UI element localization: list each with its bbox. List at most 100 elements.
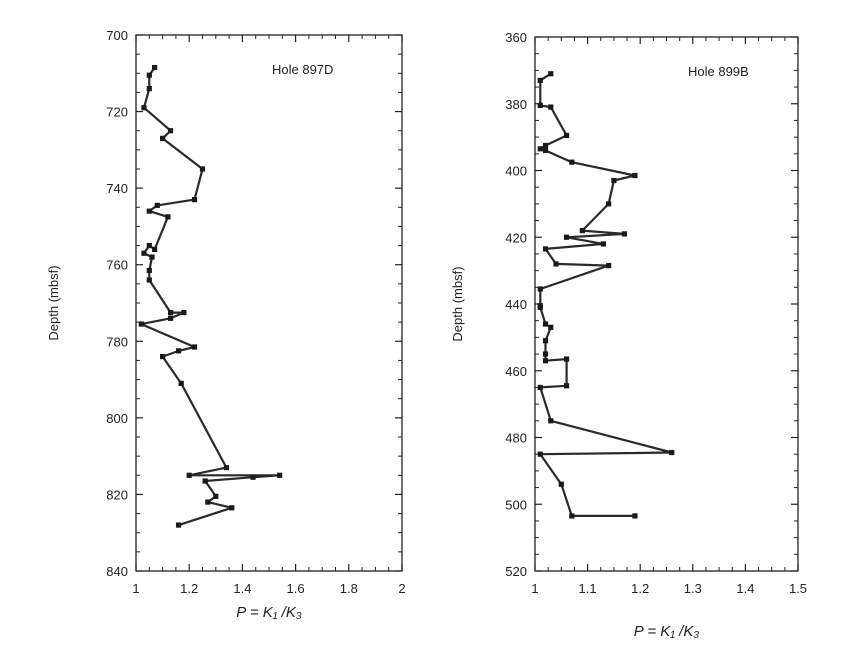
y-tick-label: 800 xyxy=(106,411,128,426)
data-point xyxy=(542,338,549,344)
hole-label-hole-899b: Hole 899B xyxy=(688,64,749,79)
x-tick-label: 1.4 xyxy=(233,581,251,596)
data-point xyxy=(537,77,543,83)
y-tick-label: 480 xyxy=(505,431,527,446)
data-point xyxy=(175,522,182,528)
x-axis-title-hole-899b: P = K₁ /K₃ xyxy=(634,623,700,640)
data-point xyxy=(569,159,575,165)
x-tick-label: 1.1 xyxy=(579,581,597,596)
y-tick-label: 360 xyxy=(505,30,527,45)
x-tick-label: 1.4 xyxy=(736,581,754,596)
data-point xyxy=(569,513,575,519)
data-point xyxy=(542,321,549,327)
data-point xyxy=(175,348,182,354)
panel-hole-897d: 1 1.2 1.4 1.6 1.8 2 700 720 740 760 780 800 820 840 Ho… xyxy=(46,28,406,621)
y-tick-label: 720 xyxy=(106,105,128,120)
y-tick-label: 440 xyxy=(505,297,527,312)
data-point xyxy=(537,146,543,152)
y-axis-title-hole-897d: Depth (mbsf) xyxy=(46,265,61,340)
x-tick-label: 1 xyxy=(531,581,538,596)
data-point xyxy=(202,478,208,484)
data-point xyxy=(537,304,543,310)
data-point xyxy=(621,231,628,237)
data-point xyxy=(146,267,152,274)
data-point xyxy=(146,86,152,92)
y-tick-label: 820 xyxy=(106,487,128,502)
data-point xyxy=(152,246,158,252)
data-point xyxy=(606,263,612,269)
data-point xyxy=(191,344,198,350)
data-point xyxy=(149,254,155,260)
data-point xyxy=(146,208,152,214)
data-point xyxy=(606,201,612,207)
panel-hole-899b: 1 1.1 1.2 1.3 1.4 1.5 360 380 400 420 440 460 480 500… xyxy=(450,30,807,640)
data-point xyxy=(537,286,543,292)
data-point xyxy=(542,142,549,149)
data-point xyxy=(250,474,256,480)
data-point xyxy=(229,505,235,511)
data-point xyxy=(537,451,543,457)
data-point xyxy=(160,354,166,360)
y-axis-title-hole-899b: Depth (mbsf) xyxy=(450,266,465,341)
y-tick-label: 460 xyxy=(505,364,527,379)
x-tick-label: 1.2 xyxy=(631,581,649,596)
data-point xyxy=(213,493,219,499)
data-point xyxy=(191,197,198,203)
x-tick-label: 1.3 xyxy=(684,581,702,596)
data-point xyxy=(178,380,184,386)
x-tick-label: 1.5 xyxy=(789,581,807,596)
y-tick-label: 420 xyxy=(505,230,527,245)
data-point xyxy=(669,449,675,456)
data-point xyxy=(542,147,549,154)
data-point xyxy=(199,166,206,172)
series-line-hole-897d xyxy=(140,66,281,527)
data-point xyxy=(223,465,230,471)
data-point xyxy=(167,309,174,316)
y-tick-label: 500 xyxy=(505,497,527,512)
data-point xyxy=(167,315,174,321)
y-tick-label: 520 xyxy=(505,564,527,579)
data-point xyxy=(548,418,554,424)
data-point xyxy=(558,481,564,487)
x-axis-title-hole-897d: P = K₁ /K₃ xyxy=(236,604,302,621)
data-point xyxy=(542,351,549,357)
y-tick-label: 840 xyxy=(106,564,128,579)
y-tick-label: 780 xyxy=(106,334,128,349)
data-point xyxy=(160,135,166,141)
plot-frame-hole-899b xyxy=(534,36,799,572)
data-point xyxy=(632,172,638,179)
plot-frame-hole-897d xyxy=(135,34,403,572)
x-tick-label: 1 xyxy=(132,581,139,596)
data-point xyxy=(563,383,570,389)
data-point xyxy=(548,324,554,330)
data-point xyxy=(553,261,559,267)
x-tick-label: 1.8 xyxy=(340,581,358,596)
data-point xyxy=(579,227,585,234)
data-point xyxy=(277,472,283,478)
data-point xyxy=(611,177,617,184)
data-point xyxy=(563,234,570,240)
data-point xyxy=(181,309,187,316)
y-tick-label: 740 xyxy=(106,181,128,196)
data-point xyxy=(537,384,543,391)
y-tick-label: 760 xyxy=(106,258,128,273)
y-tick-label: 380 xyxy=(505,97,527,112)
data-point xyxy=(146,72,152,78)
data-point xyxy=(141,105,147,111)
data-point xyxy=(548,71,554,77)
y-tick-label: 700 xyxy=(106,28,128,43)
x-tick-label: 1.2 xyxy=(180,581,198,596)
data-point xyxy=(600,241,606,247)
y-tick-label: 400 xyxy=(505,164,527,179)
data-point xyxy=(141,250,147,256)
data-point xyxy=(563,356,570,362)
x-tick-label: 2 xyxy=(398,581,405,596)
data-point xyxy=(146,242,152,249)
data-point xyxy=(632,513,638,519)
data-point xyxy=(563,132,570,139)
data-point xyxy=(154,202,160,208)
data-point xyxy=(167,128,174,134)
data-point xyxy=(542,246,549,252)
data-point xyxy=(542,358,549,364)
